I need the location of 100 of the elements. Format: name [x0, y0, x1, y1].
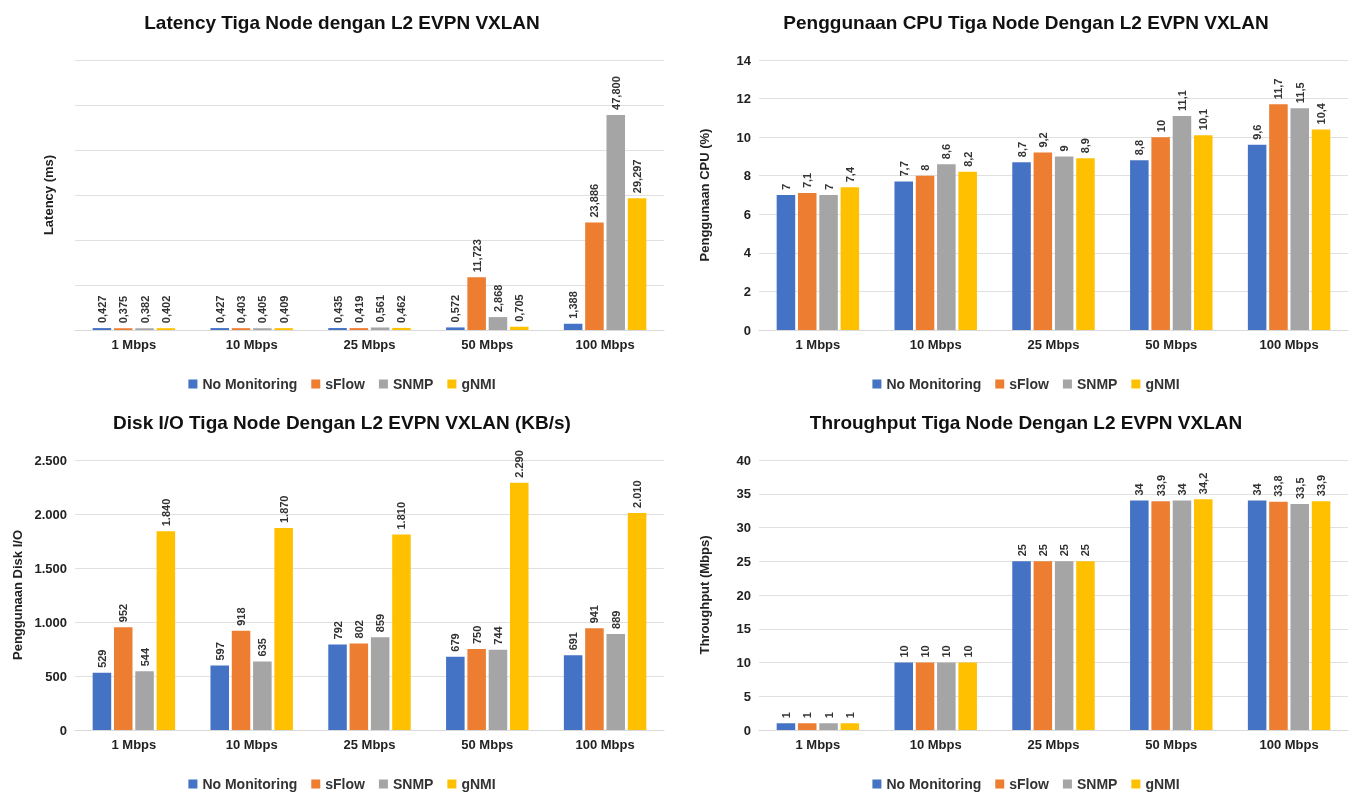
y-tick-label: 0 [59, 722, 67, 738]
bar [392, 534, 411, 730]
bar [370, 637, 390, 730]
legend-label: gNMI [1145, 776, 1180, 792]
bar [274, 528, 293, 730]
data-label: 750 [470, 625, 483, 644]
bar [606, 114, 626, 330]
x-tick-label: 100 Mbps [575, 337, 635, 352]
bar [1076, 561, 1095, 730]
data-label: 33,8 [1272, 475, 1285, 497]
data-label: 0,435 [331, 295, 344, 324]
bar [1247, 500, 1267, 730]
data-label: 597 [213, 642, 226, 661]
x-tick-label: 1 Mbps [111, 337, 157, 352]
bar [1172, 500, 1192, 730]
bar [1172, 115, 1192, 330]
bar [797, 723, 817, 730]
bar [113, 627, 133, 730]
data-label: 33,9 [1154, 474, 1167, 497]
data-label: 7 [779, 183, 792, 190]
bar [840, 187, 860, 330]
data-label: 34 [1251, 482, 1264, 496]
data-label: 10,4 [1315, 102, 1328, 125]
bar [446, 327, 465, 330]
x-tick-label: 25 Mbps [343, 337, 396, 352]
legend-label: No Monitoring [202, 776, 298, 792]
bar [840, 723, 860, 730]
bar [1054, 561, 1074, 730]
data-label: 1 [779, 712, 792, 719]
bar [349, 643, 369, 730]
legend-label: sFlow [1009, 776, 1050, 792]
bar [585, 222, 604, 330]
x-tick-label: 10 Mbps [225, 737, 278, 752]
bar [510, 482, 529, 730]
data-label: 0,402 [159, 295, 172, 324]
data-label: 1.870 [277, 495, 290, 524]
data-label: 34 [1133, 482, 1146, 496]
bar [1311, 129, 1331, 330]
bar [894, 662, 913, 730]
bar [370, 327, 390, 330]
bar [1012, 162, 1031, 330]
bar [915, 175, 935, 330]
legend-label: SNMP [392, 376, 434, 392]
bar [1130, 160, 1149, 330]
legend-label: sFlow [1009, 376, 1050, 392]
bar [92, 672, 112, 730]
bar [776, 195, 796, 330]
y-tick-label: 2.500 [34, 452, 67, 468]
bar [937, 662, 956, 730]
bar [627, 512, 647, 730]
bar [915, 662, 935, 730]
bar [1151, 137, 1170, 330]
bar [1130, 500, 1149, 730]
data-label: 889 [609, 610, 622, 629]
x-tick-label: 1 Mbps [795, 737, 841, 752]
y-tick-label: 4 [743, 245, 752, 261]
data-label: 0,572 [449, 294, 462, 323]
bar [488, 317, 508, 330]
data-label: 2,868 [491, 284, 504, 313]
y-tick-label: 10 [736, 655, 751, 670]
data-label: 529 [95, 649, 108, 668]
data-label: 0,427 [95, 295, 108, 324]
bar [1151, 501, 1170, 730]
bar [1290, 108, 1310, 330]
data-label: 10 [919, 645, 932, 658]
data-label: 25 [1058, 544, 1071, 557]
x-tick-label: 50 Mbps [461, 337, 514, 352]
y-axis-title: Penggunaan Disk I/O [9, 529, 25, 661]
bar [1247, 144, 1267, 330]
data-label: 0,375 [117, 295, 130, 324]
bar [776, 723, 796, 730]
y-tick-label: 10 [736, 129, 751, 145]
legend-label: sFlow [325, 376, 366, 392]
bar [1076, 158, 1095, 330]
bar [563, 655, 583, 730]
chart-title: Disk I/O Tiga Node Dengan L2 EVPN VXLAN (KB/s) [113, 412, 571, 433]
bar [156, 531, 176, 730]
data-label: 10 [961, 645, 974, 658]
data-label: 34 [1175, 482, 1188, 496]
bar [1290, 503, 1310, 730]
bar [937, 164, 956, 330]
y-axis-title: Throughput (Mbps) [697, 535, 712, 655]
bar [231, 630, 251, 730]
data-label: 33,5 [1293, 477, 1306, 499]
data-label: 33,9 [1315, 474, 1328, 497]
data-label: 9 [1058, 145, 1071, 152]
data-label: 10 [897, 645, 910, 658]
x-tick-label: 10 Mbps [909, 737, 962, 752]
bar [958, 171, 977, 330]
bar [1269, 501, 1288, 730]
data-label: 2.010 [631, 480, 644, 508]
chart-title: Latency Tiga Node dengan L2 EVPN VXLAN [144, 12, 540, 33]
data-label: 691 [567, 632, 580, 651]
bar [606, 633, 626, 730]
legend-label: SNMP [392, 776, 434, 792]
bar [1012, 561, 1031, 730]
bar [1194, 135, 1213, 330]
data-label: 1 [801, 712, 814, 719]
data-label: 0,462 [395, 295, 408, 323]
bar [894, 181, 913, 330]
